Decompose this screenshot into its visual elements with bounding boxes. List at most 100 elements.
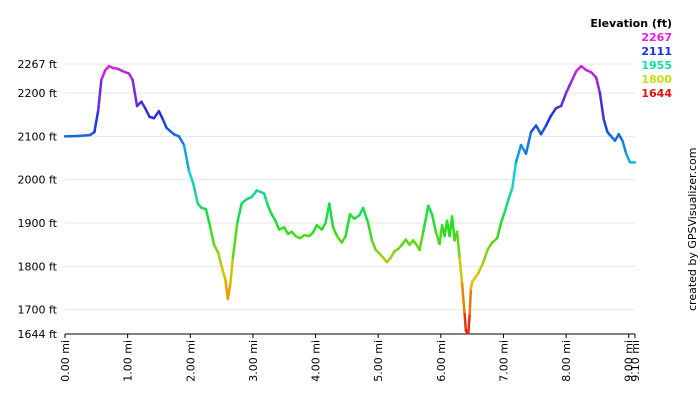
profile-segment [422,204,430,233]
profile-segment [217,252,223,268]
y-tick-label: 1900 ft [18,217,58,230]
profile-segment [495,221,503,240]
profile-segment [143,106,151,119]
elevation-profile-line [63,64,637,335]
x-axis: 0.00 mi 1.00 mi 2.00 mi 3.00 mi 4.00 mi 5.00 … [59,334,642,382]
profile-segment [534,124,543,136]
x-tick-label: 9.00 mi [623,340,636,382]
profile-segment [524,130,533,155]
profile-segment [467,312,471,335]
profile-segment [569,70,578,84]
profile-segment [187,169,195,186]
profile-segment [539,124,548,136]
profile-segment [430,213,438,233]
profile-segment [331,226,339,239]
x-tick-label: 3.00 mi [247,340,260,382]
profile-segment [455,230,461,259]
profile-segment [311,223,319,234]
legend-item: 1955 [641,59,672,72]
legend-item: 1800 [641,73,672,86]
x-tick-label: 8.00 mi [560,340,573,382]
profile-segment [463,312,468,332]
profile-segment [503,197,510,214]
profile-segment [93,109,100,134]
profile-segment [320,221,327,231]
profile-segment [250,189,258,199]
legend-item: 1644 [641,87,672,100]
profile-segment [370,239,377,252]
x-tick-label: 6.00 mi [435,340,448,382]
y-tick-label: 1700 ft [18,304,58,317]
profile-segment [274,219,281,231]
profile-segment [226,282,232,301]
profile-segment [182,143,191,173]
profile-segment [204,207,212,229]
x-tick-label: 5.00 mi [372,340,385,382]
legend-title: Elevation (ft) [590,17,672,30]
x-tick-label: 0.00 mi [59,340,72,382]
profile-segment [486,241,494,251]
profile-segment [549,106,558,117]
profile-segment [544,114,553,127]
profile-segment [458,256,464,285]
x-tick-label: 2.00 mi [184,340,197,382]
profile-segment [100,69,107,82]
profile-segment [270,213,277,223]
profile-segment [192,182,200,205]
profile-segment [510,161,518,190]
profile-segment [212,243,220,255]
profile-segment [460,282,466,316]
profile-segment [427,204,434,216]
credit-text: created by GPSVisualizer.com [686,148,699,311]
profile-segment [418,230,425,252]
profile-segment [131,78,139,108]
profile-segment [477,260,485,275]
y-tick-label: 2200 ft [18,87,58,100]
profile-segment [598,91,605,121]
profile-segment [229,256,235,285]
profile-segment [161,117,168,129]
profile-segment [262,192,270,207]
y-tick-label: 2267 ft [18,58,58,71]
profile-segment [236,202,243,225]
profile-segment [361,206,370,225]
profile-segment [529,124,538,134]
profile-segment [76,133,92,138]
profile-segment [559,91,568,108]
profile-segment [389,249,396,259]
y-axis: 1644 ft 1700 ft 1800 ft 1900 ft 2000 ft 2100 … [18,58,635,341]
profile-segment [340,234,347,244]
profile-segment [157,109,164,121]
profile-segment [507,187,514,201]
profile-segment [450,215,456,242]
profile-segment [344,213,352,238]
profile-segment [617,132,624,142]
x-tick-label: 9.10 mi [629,340,642,382]
profile-segment [152,109,161,120]
profile-segment [127,72,134,82]
x-tick-label: 7.00 mi [497,340,510,382]
profile-segment [140,100,147,110]
y-tick-label: 1644 ft [18,328,58,341]
profile-segment [266,204,273,216]
y-tick-label: 2000 ft [18,174,58,187]
profile-segment [594,76,602,95]
x-tick-label: 1.00 mi [122,340,135,382]
profile-segment [220,265,227,281]
profile-segment [602,117,609,134]
y-tick-label: 1800 ft [18,260,58,273]
profile-segment [366,221,374,242]
profile-segment [624,152,632,164]
x-tick-label: 4.00 mi [310,340,323,382]
legend-item: 2267 [641,31,672,44]
profile-segment [468,287,473,316]
profile-segment [209,226,216,246]
profile-segment [282,226,290,236]
profile-segment [96,78,103,112]
y-tick-label: 2100 ft [18,130,58,143]
profile-segment [231,221,239,259]
profile-segment [514,143,523,164]
profile-segment [621,139,628,155]
